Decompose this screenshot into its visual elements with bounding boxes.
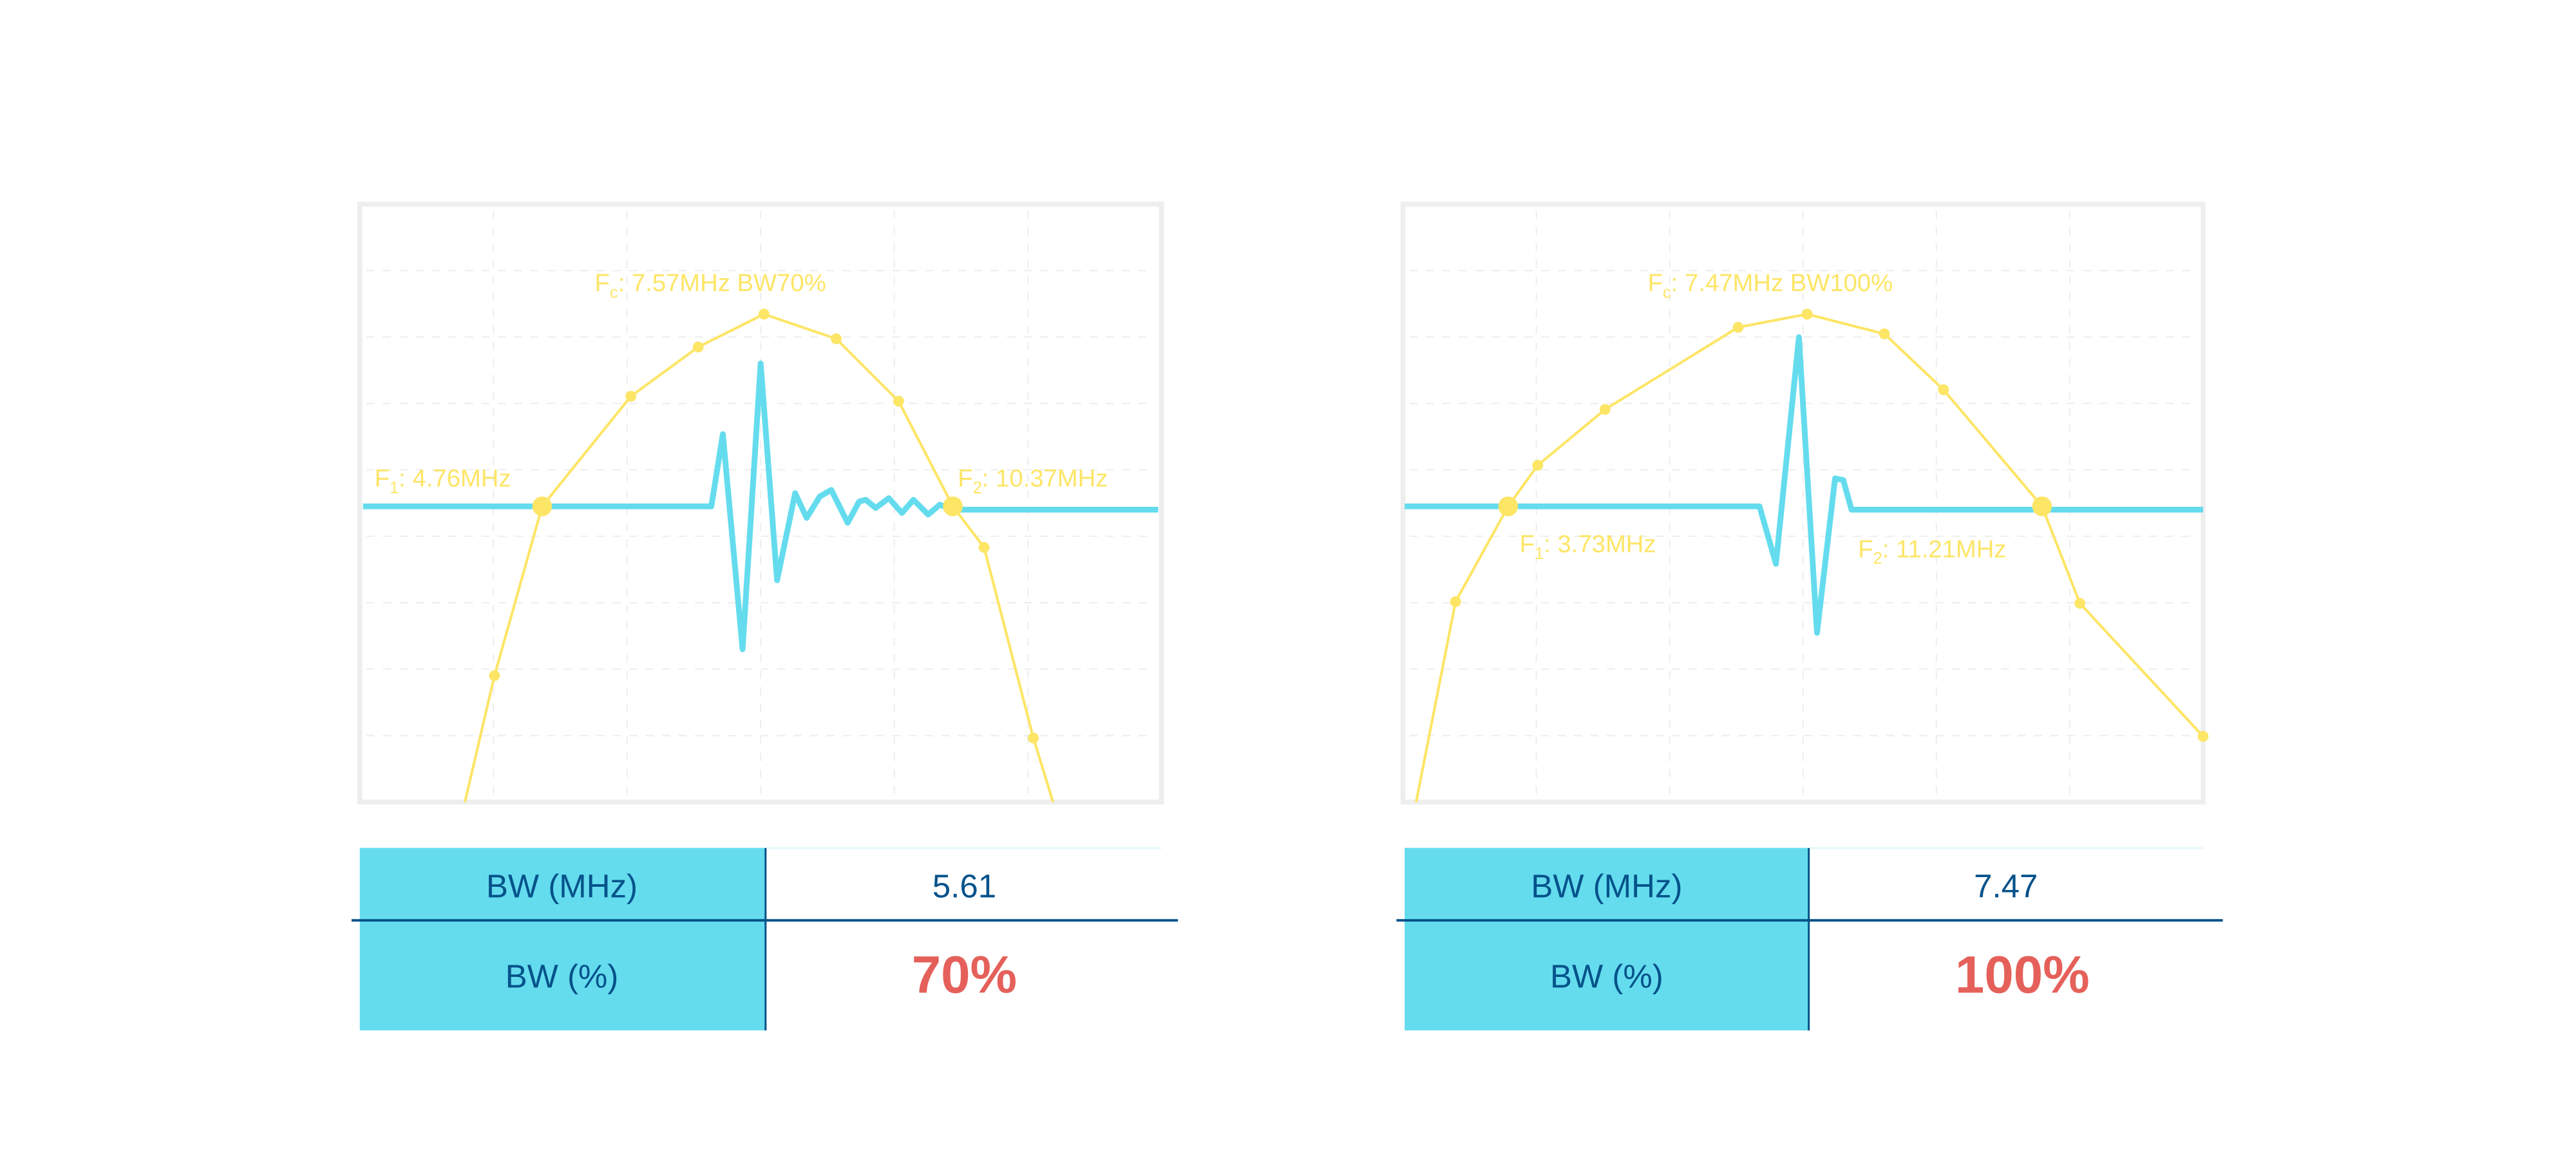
f2-label: F2: 10.37MHz [958,465,1108,497]
spectrum-point [2074,598,2086,609]
spectrum-point [625,390,637,402]
header-column [359,847,766,1031]
spectrum-point [893,395,904,407]
bw-percent-label: BW (%) [1550,958,1663,995]
marks [1405,308,2209,802]
grid [366,211,1155,796]
bw-percent-value: 100% [1955,945,2090,1004]
spectrum-line [463,312,1055,803]
chart-panel-right: Fc: 7.47MHz BW100% F1: 3.73MHz F2: 11.21… [1396,202,2223,1031]
spectrum-point [489,670,500,681]
plot-frame [1400,202,2206,805]
spectrum-point [692,341,704,353]
bw-percent-label: BW (%) [506,958,619,995]
pulse-waveform-line [363,360,1159,652]
spectrum-point [831,333,842,345]
f1-label: F1: 4.76MHz [375,465,511,497]
bandwidth-table: BW (MHz) 5.61 BW (%) 70% [351,847,1179,1031]
spectrum-point [978,542,990,553]
spectrum-point [2197,731,2209,742]
bw-mhz-label: BW (MHz) [1531,867,1682,904]
spectrum-point [1732,321,1744,333]
f1-label: F1: 3.73MHz [1520,531,1656,563]
spectrum-point [1801,308,1813,320]
f2-label: F2: 11.21MHz [1858,535,2006,567]
spectrum-point [1028,732,1039,744]
fc-label: Fc: 7.47MHz BW100% [1648,269,1893,301]
bw-mhz-label: BW (MHz) [486,867,638,904]
spectrum-line [1414,312,2204,802]
cutoff-marker [532,497,553,516]
bandwidth-table: BW (MHz) 7.47 BW (%) 100% [1396,847,2223,1031]
bw-mhz-value: 5.61 [933,867,996,904]
chart-panel-left: Fc: 7.57MHz BW70% F1: 4.76MHz F2: 10.37M… [351,202,1179,1031]
cutoff-marker [2032,497,2052,516]
spectrum-point [1599,404,1611,415]
spectrum-point [1450,596,1461,607]
spectrum-point [1938,384,1949,395]
fc-label: Fc: 7.57MHz BW70% [594,269,826,301]
spectrum-point [1532,460,1544,471]
spectrum-point [758,308,770,320]
bw-mhz-value: 7.47 [1974,867,2038,904]
cutoff-marker [943,497,963,516]
spectrum-point [1879,328,1890,339]
plot-frame [357,202,1164,805]
pulse-waveform-line [1405,334,2203,636]
marks [363,308,1159,803]
header-column [1405,847,1809,1031]
cutoff-marker [1498,497,1519,516]
bw-percent-value: 70% [912,945,1017,1004]
